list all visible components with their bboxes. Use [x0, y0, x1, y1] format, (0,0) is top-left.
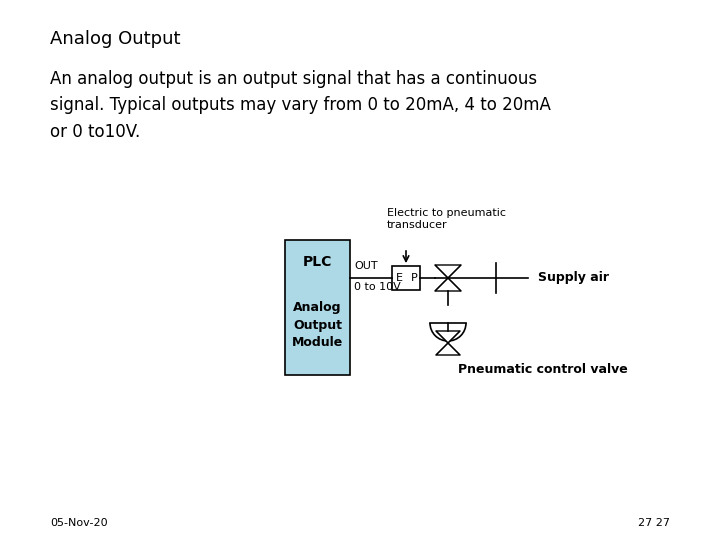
Text: E: E: [395, 273, 402, 283]
Polygon shape: [435, 278, 461, 291]
Text: Analog Output: Analog Output: [50, 30, 181, 48]
Text: Supply air: Supply air: [538, 272, 609, 285]
Text: Analog
Output
Module: Analog Output Module: [292, 301, 343, 348]
Polygon shape: [436, 331, 460, 343]
Text: 0 to 10V: 0 to 10V: [354, 282, 401, 292]
Text: P: P: [410, 273, 418, 283]
Bar: [285, 240, 350, 375]
Text: An analog output is an output signal that has a continuous
signal. Typical outpu: An analog output is an output signal tha…: [50, 70, 551, 141]
Text: 05-Nov-20: 05-Nov-20: [50, 518, 107, 528]
Text: 27 27: 27 27: [638, 518, 670, 528]
Polygon shape: [435, 265, 461, 278]
Text: OUT: OUT: [354, 261, 377, 271]
Bar: [392, 266, 420, 290]
Text: Electric to pneumatic
transducer: Electric to pneumatic transducer: [387, 207, 506, 230]
Text: PLC: PLC: [303, 255, 332, 269]
Text: Pneumatic control valve: Pneumatic control valve: [458, 363, 628, 376]
Polygon shape: [436, 343, 460, 355]
